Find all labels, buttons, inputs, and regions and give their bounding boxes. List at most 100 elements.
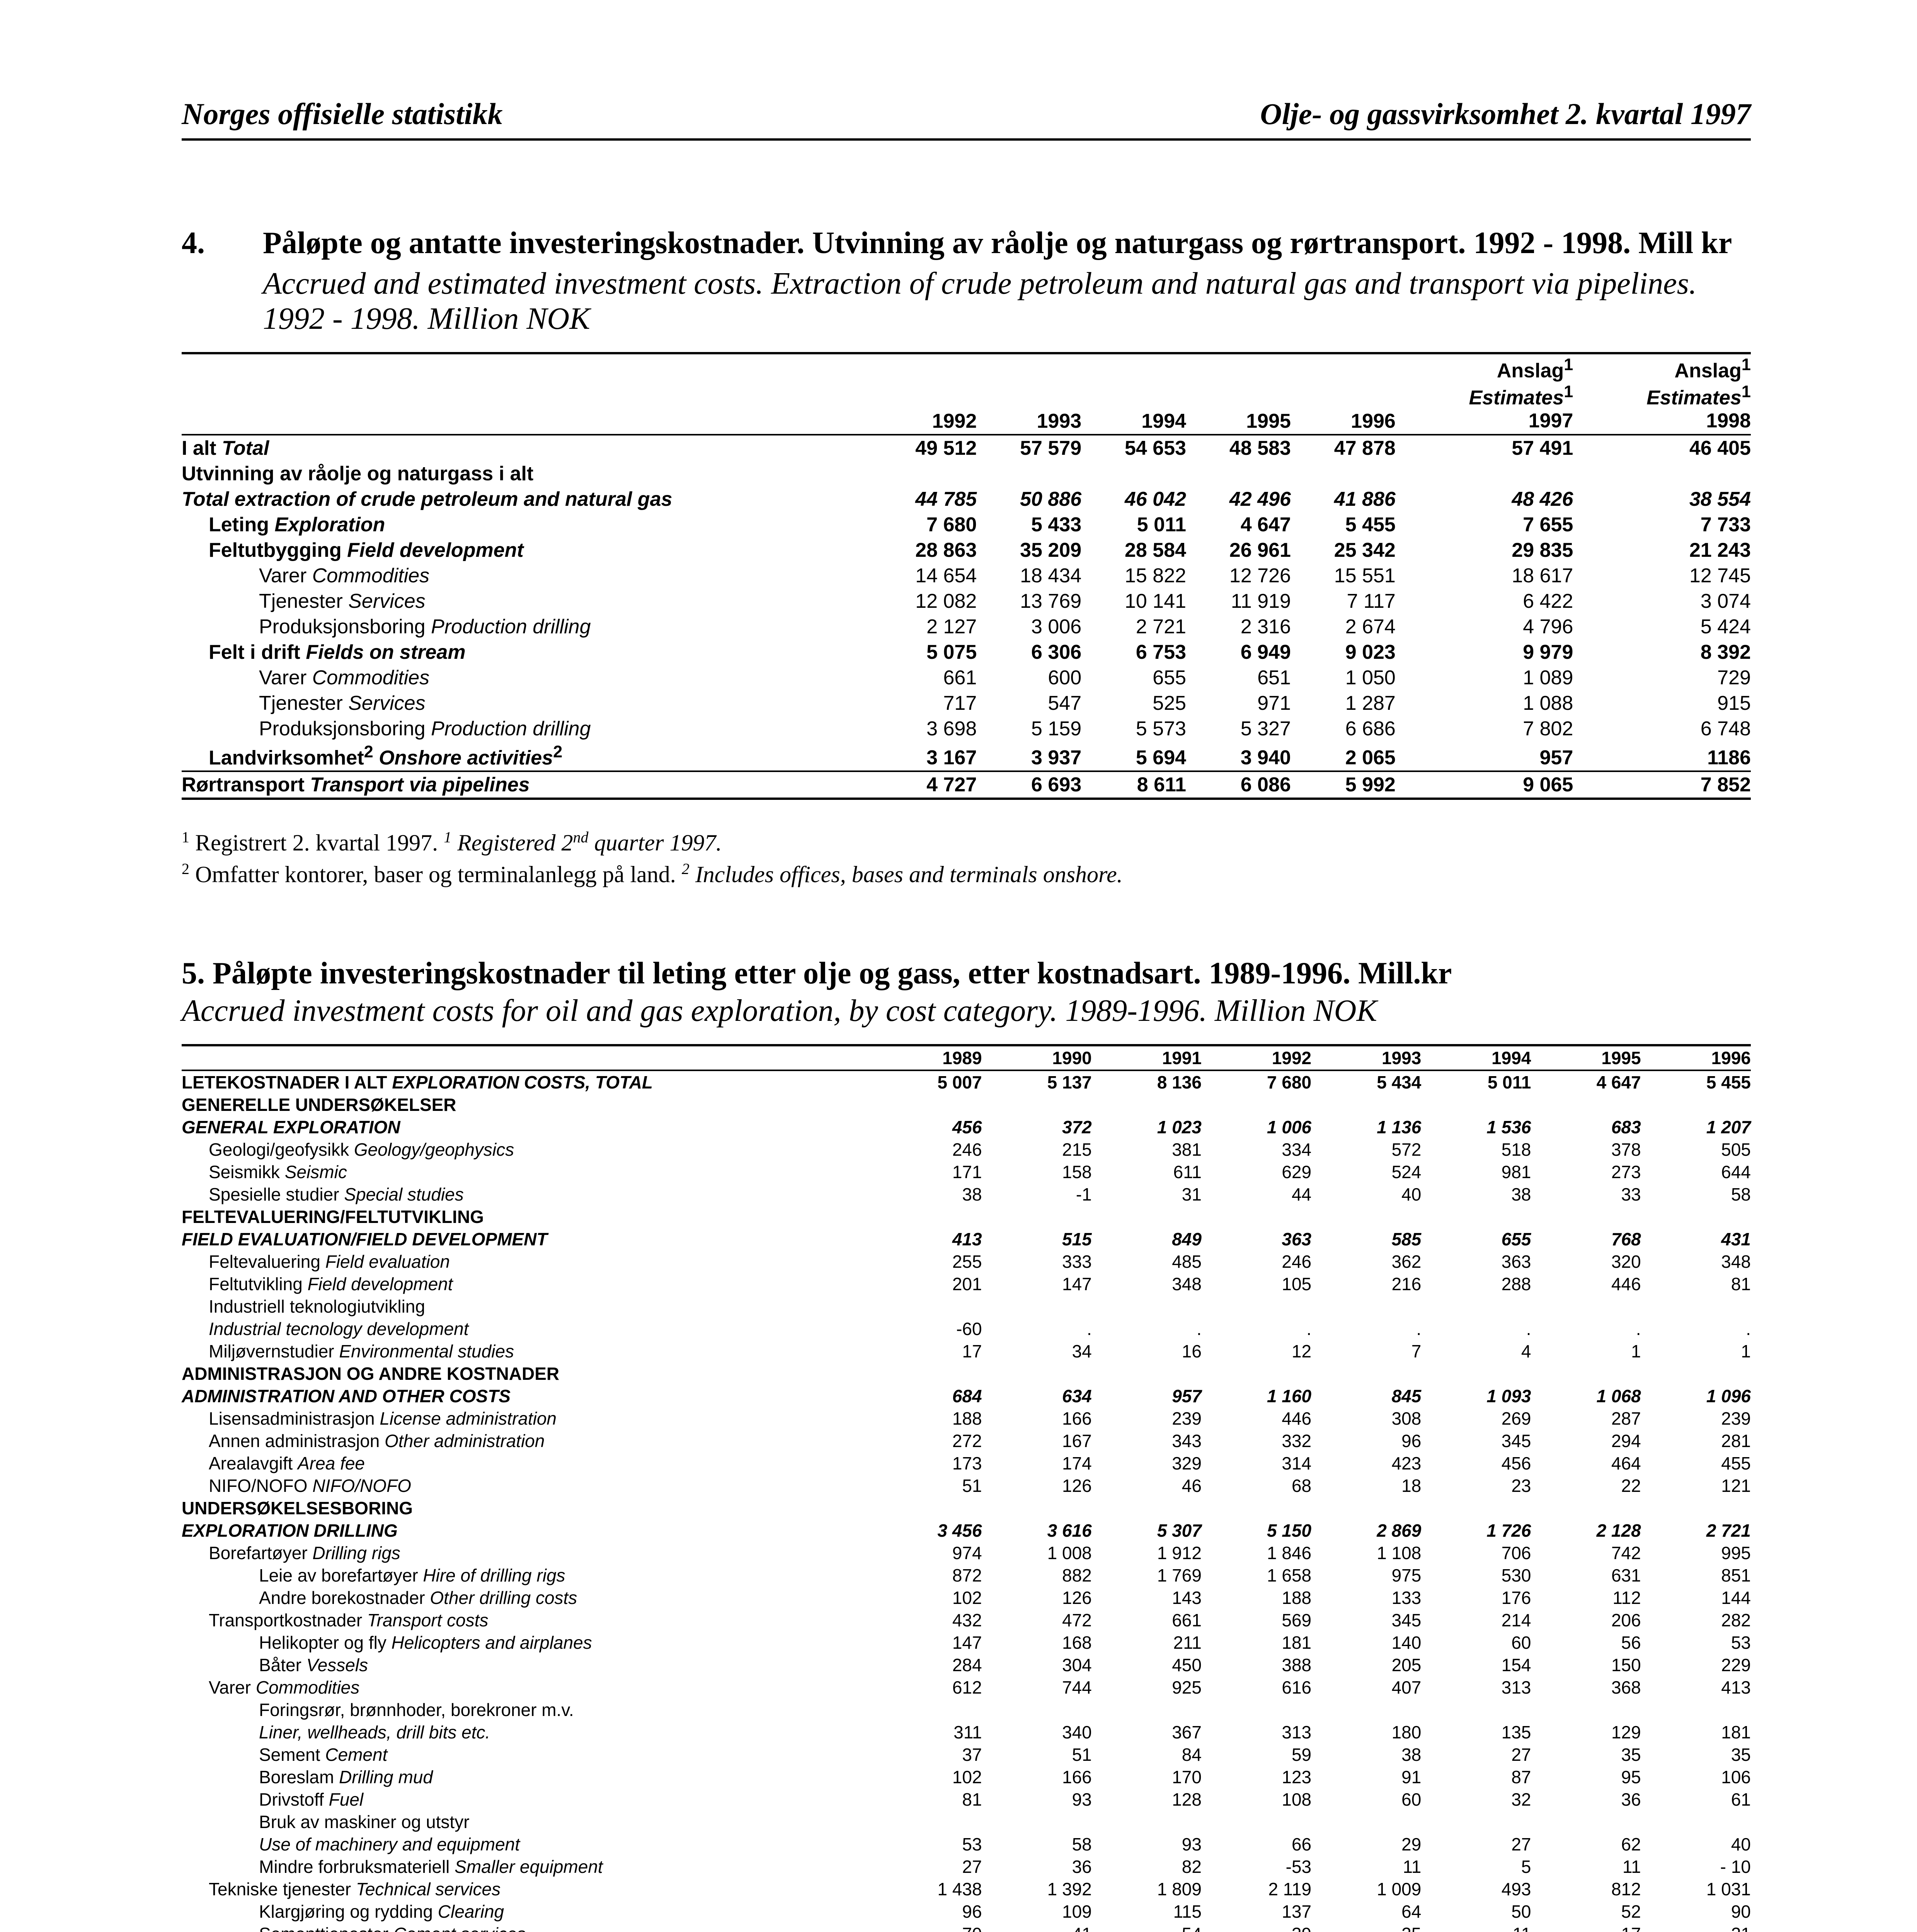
header-right: Olje- og gassvirksomhet 2. kvartal 1997	[1260, 97, 1751, 131]
cell	[1311, 1295, 1421, 1318]
cell: 524	[1311, 1161, 1421, 1183]
cell: 106	[1641, 1766, 1751, 1788]
cell: 6 693	[977, 771, 1081, 799]
cell: 28 584	[1081, 537, 1186, 563]
cell: 1 068	[1531, 1385, 1641, 1407]
cell: 464	[1531, 1452, 1641, 1475]
table4-title-no: Påløpte og antatte investeringskostnader…	[263, 226, 1732, 261]
cell: 363	[1421, 1250, 1531, 1273]
cell: 343	[1092, 1430, 1202, 1452]
cell: 294	[1531, 1430, 1641, 1452]
row-label: Felt i drift Fields on stream	[182, 639, 872, 665]
cell	[1092, 1206, 1202, 1228]
row-label: FIELD EVALUATION/FIELD DEVELOPMENT	[182, 1228, 872, 1250]
cell: 1 008	[982, 1542, 1092, 1564]
cell	[1311, 1699, 1421, 1721]
cell: 7 802	[1396, 716, 1573, 742]
cell: 154	[1421, 1654, 1531, 1676]
cell: .	[1202, 1318, 1311, 1340]
row-label: Lisensadministrasjon License administrat…	[182, 1407, 872, 1430]
cell: 6 086	[1186, 771, 1291, 799]
cell: 5 011	[1421, 1070, 1531, 1094]
cell: 600	[977, 665, 1081, 690]
cell: 4 647	[1531, 1070, 1641, 1094]
cell: 644	[1641, 1161, 1751, 1183]
cell: 173	[872, 1452, 982, 1475]
table4-col: Anslag1Estimates11997	[1396, 353, 1573, 435]
cell: 82	[1092, 1855, 1202, 1878]
table4-title-en: Accrued and estimated investment costs. …	[263, 266, 1751, 337]
table5-col: 1994	[1421, 1045, 1531, 1070]
cell: 446	[1202, 1407, 1311, 1430]
cell: 3 940	[1186, 742, 1291, 771]
row-label: Spesielle studier Special studies	[182, 1183, 872, 1206]
cell: 845	[1311, 1385, 1421, 1407]
row-label: Total extraction of crude petroleum and …	[182, 486, 872, 512]
row-label: Tekniske tjenester Technical services	[182, 1878, 872, 1900]
cell: 5 075	[872, 639, 977, 665]
cell	[1202, 1811, 1311, 1833]
cell: 44	[1202, 1183, 1311, 1206]
cell	[1531, 1497, 1641, 1519]
cell: 90	[1641, 1900, 1751, 1923]
cell: 407	[1311, 1676, 1421, 1699]
cell: 1 160	[1202, 1385, 1311, 1407]
row-label: Feltutbygging Field development	[182, 537, 872, 563]
row-label: Klargjøring og rydding Clearing	[182, 1900, 872, 1923]
cell	[1092, 1699, 1202, 1721]
cell: 42 496	[1186, 486, 1291, 512]
cell	[1311, 1362, 1421, 1385]
cell: 246	[1202, 1250, 1311, 1273]
footnote: 2 Omfatter kontorer, baser og terminalan…	[182, 859, 1751, 890]
cell	[1531, 1362, 1641, 1385]
cell: 95	[1531, 1766, 1641, 1788]
cell: 363	[1202, 1228, 1311, 1250]
cell: 547	[977, 690, 1081, 716]
cell: 50	[1421, 1900, 1531, 1923]
header-left: Norges offisielle statistikk	[182, 97, 503, 131]
cell: 60	[1311, 1788, 1421, 1811]
cell: 168	[982, 1631, 1092, 1654]
table4-footnotes: 1 Registrert 2. kvartal 1997. 1 Register…	[182, 827, 1751, 890]
cell: 329	[1092, 1452, 1202, 1475]
cell: 272	[872, 1430, 982, 1452]
cell: 147	[982, 1273, 1092, 1295]
cell: 308	[1311, 1407, 1421, 1430]
cell	[1396, 461, 1573, 486]
cell: 1 846	[1202, 1542, 1311, 1564]
cell: 166	[982, 1407, 1092, 1430]
cell: 851	[1641, 1564, 1751, 1587]
cell: 706	[1421, 1542, 1531, 1564]
cell: 59	[1202, 1743, 1311, 1766]
cell: .	[1311, 1318, 1421, 1340]
cell: 431	[1641, 1228, 1751, 1250]
cell: 381	[1092, 1138, 1202, 1161]
cell: 413	[872, 1228, 982, 1250]
cell: 5 307	[1092, 1519, 1202, 1542]
cell: 456	[1421, 1452, 1531, 1475]
cell: 27	[1421, 1833, 1531, 1855]
cell: 15 822	[1081, 563, 1186, 588]
cell: 87	[1421, 1766, 1531, 1788]
cell: 23	[1421, 1475, 1531, 1497]
cell: 206	[1531, 1609, 1641, 1631]
row-label: Transportkostnader Transport costs	[182, 1609, 872, 1631]
table5-col: 1995	[1531, 1045, 1641, 1070]
cell	[1311, 1206, 1421, 1228]
cell: 21 243	[1573, 537, 1751, 563]
cell: 729	[1573, 665, 1751, 690]
cell: 5 433	[977, 512, 1081, 537]
row-label: Andre borekostnader Other drilling costs	[182, 1587, 872, 1609]
cell: 915	[1573, 690, 1751, 716]
cell: -1	[982, 1183, 1092, 1206]
cell: 58	[1641, 1183, 1751, 1206]
cell: 40	[1311, 1183, 1421, 1206]
cell: 320	[1531, 1250, 1641, 1273]
cell: 5 327	[1186, 716, 1291, 742]
cell: 345	[1311, 1609, 1421, 1631]
cell: 348	[1641, 1250, 1751, 1273]
cell: 872	[872, 1564, 982, 1587]
cell: 311	[872, 1721, 982, 1743]
row-label: Leie av borefartøyer Hire of drilling ri…	[182, 1564, 872, 1587]
cell	[1202, 1295, 1311, 1318]
